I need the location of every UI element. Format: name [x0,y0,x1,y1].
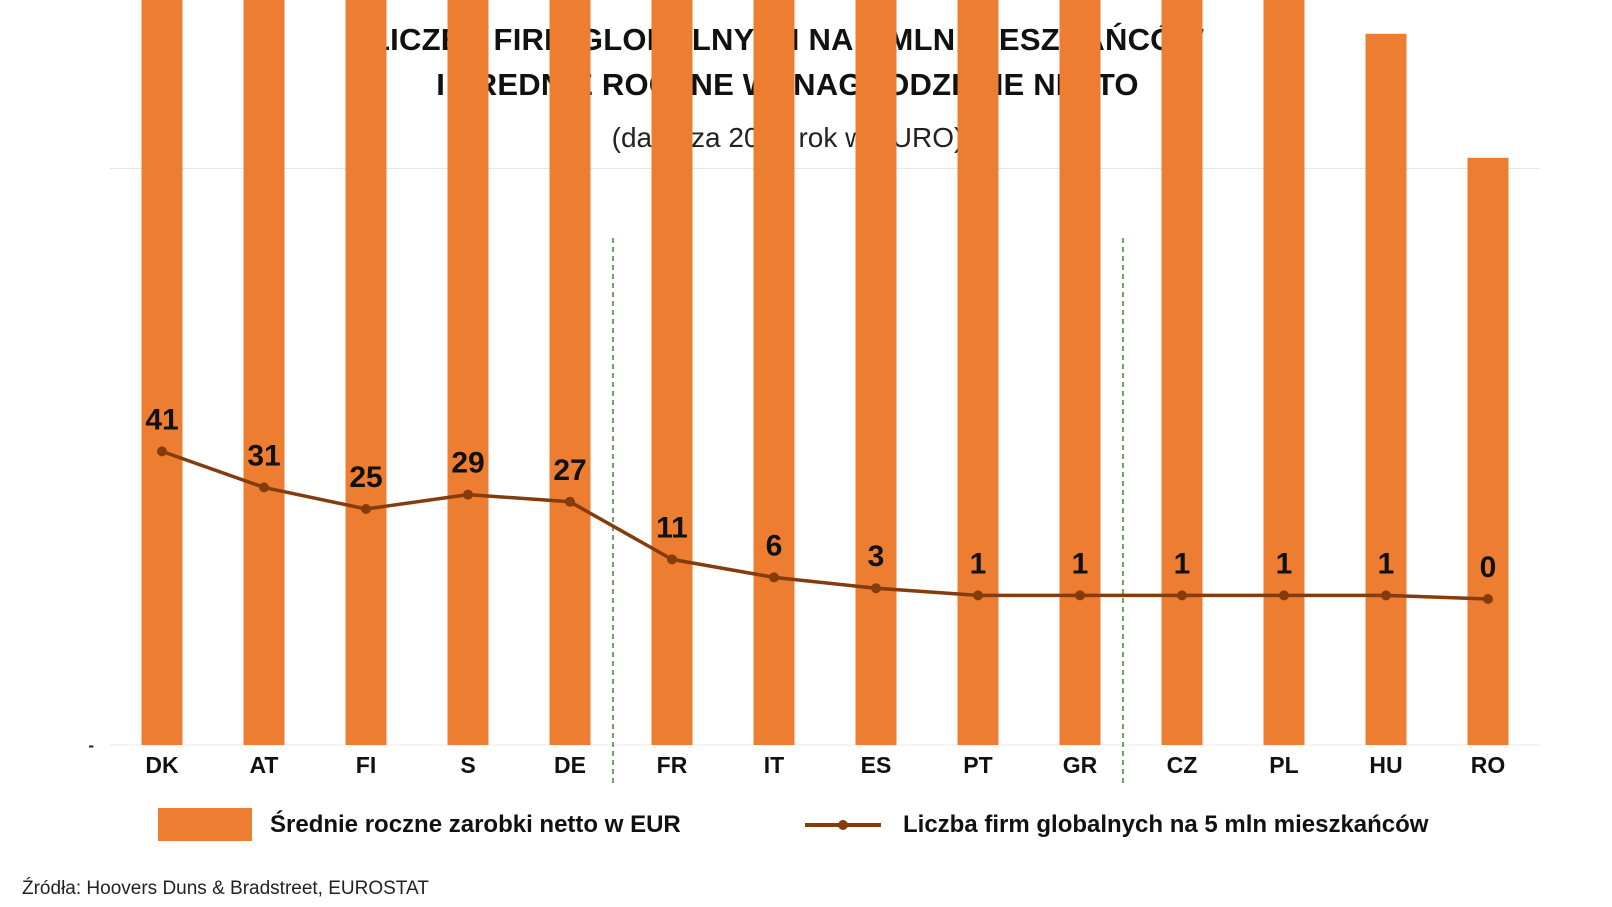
line-point-gr [1075,590,1085,601]
bar-s [447,0,489,745]
data-label-hu: 1 [1378,547,1395,580]
line-point-hu [1381,590,1391,601]
data-label-fr: 11 [656,511,688,544]
line-point-pt [973,590,983,601]
bar-pt [957,0,999,745]
data-label-pt: 1 [970,547,987,580]
legend-swatch-bar [158,808,252,841]
line-point-fr [667,554,677,565]
title-divider [110,168,1540,169]
grid-layer [110,744,1540,746]
legend-item-bar: Średnie roczne zarobki netto w EUR [158,808,681,841]
data-label-it: 6 [766,529,783,562]
data-label-pl: 1 [1276,547,1293,580]
x-tick-label-cz: CZ [1167,752,1198,778]
x-tick-label-fi: FI [356,752,376,778]
bar-hu [1365,33,1407,745]
line-point-dk [157,446,167,457]
data-label-ro: 0 [1480,551,1497,584]
bar-dk [141,0,183,745]
line-point-fi [361,504,371,514]
data-label-dk: 41 [145,403,178,436]
data-label-cz: 1 [1174,547,1191,580]
bar-fr [651,0,693,745]
y-tick-label: - [88,736,94,755]
line-point-es [871,583,881,594]
bar-fi [345,0,387,745]
line-point-pl [1279,590,1289,601]
data-label-at: 31 [247,439,280,472]
x-tick-label-s: S [460,752,475,778]
x-tick-label-de: DE [554,752,586,778]
bar-pl [1263,0,1305,746]
data-label-s: 29 [451,447,484,480]
x-tick-label-it: IT [764,752,784,778]
chart-plot: -10 00020 00030 00040 00050 000 DKATFISD… [88,0,1540,785]
x-axis-ticks: DK AT FI S DE FR IT ES PT GR CZ PL HU RO [145,752,1505,778]
x-tick-label-fr: FR [657,752,688,778]
legend-swatch-line [805,808,881,841]
y-axis-ticks: -10 00020 00030 00040 00050 000 [88,736,94,755]
bar-es [855,0,897,746]
x-tick-label-gr: GR [1063,752,1098,778]
line-point-s [463,489,473,500]
legend-item-line: Liczba firm globalnych na 5 mln mieszkań… [805,808,1428,841]
bar-at [243,0,285,745]
legend-label-line: Liczba firm globalnych na 5 mln mieszkań… [903,810,1429,838]
legend-label-bar: Średnie roczne zarobki netto w EUR [270,810,681,838]
bar-series [141,0,1509,746]
group-separators [612,238,1124,785]
bar-ro [1467,157,1509,745]
x-tick-label-hu: HU [1369,752,1402,778]
bar-cz [1161,0,1203,746]
x-tick-label-at: AT [250,752,279,778]
line-firms [161,449,1489,601]
bar-it [753,0,795,746]
line-series [157,446,1493,604]
source-note: Źródła: Hoovers Duns & Bradstreet, EUROS… [22,878,429,899]
x-tick-label-dk: DK [145,752,179,778]
data-label-es: 3 [868,540,885,573]
data-label-de: 27 [553,454,586,487]
bar-gr [1059,0,1101,746]
x-tick-label-pt: PT [963,752,992,778]
data-label-fi: 25 [349,461,382,494]
x-tick-label-es: ES [861,752,892,778]
line-point-at [259,482,269,493]
line-point-de [565,496,575,507]
line-point-cz [1177,590,1187,601]
x-tick-label-pl: PL [1269,752,1298,778]
line-point-it [769,572,779,583]
line-point-ro [1483,594,1493,604]
bar-de [549,0,591,745]
legend: Średnie roczne zarobki netto w EUR Liczb… [0,808,1612,848]
data-label-gr: 1 [1072,547,1089,580]
x-tick-label-ro: RO [1471,752,1506,778]
